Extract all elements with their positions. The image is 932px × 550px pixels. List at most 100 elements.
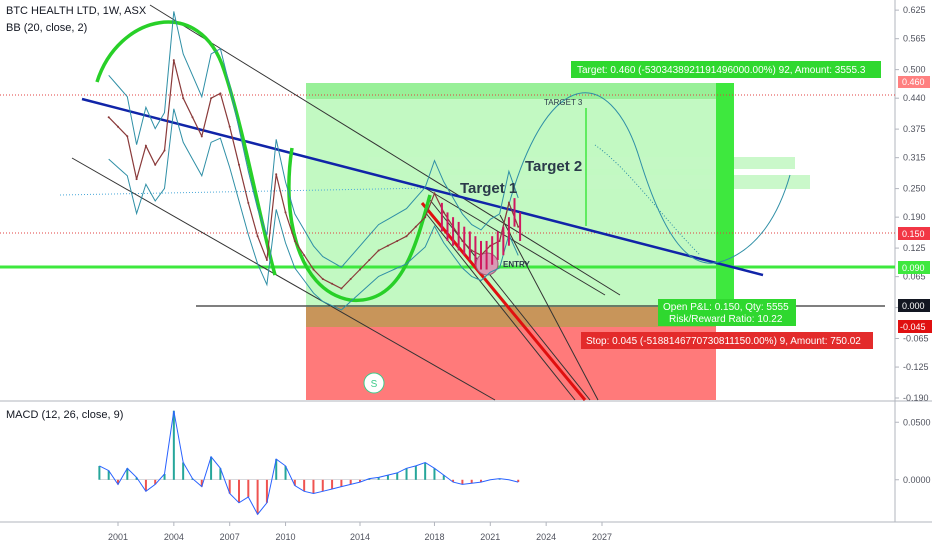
time-tick-label: 2021 <box>480 532 500 542</box>
price-point <box>414 225 417 228</box>
price-point <box>163 149 166 152</box>
price-point <box>405 235 408 238</box>
s-marker-label: S <box>371 379 378 390</box>
target-price-tag <box>898 76 930 88</box>
bb-upper <box>108 11 519 268</box>
price-point <box>284 211 287 214</box>
pink-bars <box>440 198 522 270</box>
annotation-target3[interactable]: TARGET 3 <box>544 98 583 107</box>
target-box-text: Target: 0.460 (-5303438921191496000.00%)… <box>577 65 866 76</box>
price-point <box>517 225 520 228</box>
red-downtrend[interactable] <box>420 202 587 401</box>
price-point <box>312 268 315 271</box>
price-point <box>191 116 194 119</box>
price-point <box>117 125 119 128</box>
time-tick-label: 2007 <box>220 532 240 542</box>
down-channel-c <box>499 214 599 401</box>
stop-box-text: Stop: 0.045 (-5188146770730811150.00%) 9… <box>586 336 861 347</box>
price-point <box>247 201 250 204</box>
price-tick-label: -0.190 <box>903 393 929 403</box>
projection-wave <box>499 92 791 264</box>
target-price-tag-text: 0.460 <box>902 77 925 87</box>
price-point <box>107 116 110 119</box>
macd-header[interactable]: MACD (12, 26, close, 9) <box>6 409 124 421</box>
price-point <box>396 240 399 242</box>
cup-arc-left <box>95 20 277 276</box>
annotation-entry[interactable]: ENTRY <box>503 260 530 269</box>
price-point <box>144 144 147 147</box>
open-pl-box[interactable] <box>658 299 796 326</box>
price-tick-label: -0.065 <box>903 334 929 344</box>
price-tick-label: 0.625 <box>903 5 926 15</box>
bb-lower <box>108 108 519 311</box>
annotation-target1[interactable]: Target 1 <box>460 180 517 197</box>
price-tick-label: 0.125 <box>903 243 926 253</box>
price-point <box>461 240 464 242</box>
macd-axis-ticks: 0.0500 0.0000 <box>895 417 931 485</box>
chart-header-symbol[interactable]: BTC HEALTH LTD, 1W, ASX <box>6 5 147 17</box>
price-tick-label: 0.065 <box>903 272 926 282</box>
price-point <box>219 92 222 95</box>
price-point <box>424 216 427 219</box>
price-point <box>265 259 268 261</box>
down-channel-a <box>429 199 591 401</box>
time-tick-label: 2014 <box>350 532 370 542</box>
price-tick-label: -0.125 <box>903 362 929 372</box>
stop-band <box>306 307 716 327</box>
price-point <box>210 97 213 100</box>
price-point <box>182 97 185 100</box>
down-channel-b <box>424 211 576 401</box>
price-point <box>368 259 371 261</box>
target-box[interactable] <box>571 61 881 78</box>
zero-price-tag <box>898 299 930 312</box>
price-point <box>442 211 445 214</box>
zero-price-tag-text: 0.000 <box>902 301 925 311</box>
price-tick-label: 0.375 <box>903 124 926 134</box>
price-point <box>200 135 203 138</box>
price-point <box>275 173 278 176</box>
macd-line-path[interactable] <box>99 410 519 516</box>
price-point <box>498 240 501 242</box>
time-tick-label: 2027 <box>592 532 612 542</box>
macd-series[interactable] <box>98 410 520 516</box>
time-tick-label: 2024 <box>536 532 556 542</box>
price-point <box>228 125 231 128</box>
price-point <box>349 278 352 280</box>
support-price-tag-text: 0.090 <box>902 263 925 273</box>
last-price-tag <box>898 227 930 240</box>
profit-highlight-bar <box>716 83 734 307</box>
price-point <box>321 278 324 280</box>
price-point <box>359 268 361 271</box>
stop-box[interactable] <box>581 332 873 349</box>
channel-lower <box>71 157 496 401</box>
stop-price-tag-text: -0.045 <box>900 322 926 332</box>
price-point <box>433 192 436 195</box>
price-tick-label: 0.440 <box>903 93 926 103</box>
time-tick-label: 2010 <box>276 532 296 542</box>
target2-band <box>368 157 795 169</box>
time-axis-ticks: 2001 2004 2007 2010 2014 2018 2021 2024 2027 <box>108 522 612 542</box>
macd-tick-label: 0.0500 <box>903 417 931 427</box>
price-point <box>303 254 306 257</box>
price-point <box>126 135 129 138</box>
time-tick-label: 2018 <box>424 532 444 542</box>
s-marker-circle[interactable] <box>363 372 385 394</box>
blue-trendline[interactable] <box>81 97 764 277</box>
price-point <box>470 249 473 252</box>
profit-zone[interactable] <box>306 83 716 307</box>
price-point <box>135 178 138 181</box>
price-point <box>331 282 334 285</box>
stop-price-tag <box>898 320 932 333</box>
time-tick-label: 2004 <box>164 532 184 542</box>
price-tick-label: 0.190 <box>903 212 926 222</box>
last-price-tag-text: 0.150 <box>902 229 925 239</box>
price-axis-ticks: 0.625 0.565 0.500 0.440 0.375 0.315 0.250 0.190… <box>895 5 929 403</box>
price-tick-label: 0.565 <box>903 34 926 44</box>
chart-header-bb[interactable]: BB (20, close, 2) <box>6 22 88 34</box>
open-pl-text: Open P&L: 0.150, Qty: 5555 <box>663 302 789 313</box>
annotation-target2[interactable]: Target 2 <box>525 158 582 175</box>
price-point <box>293 240 296 242</box>
price-point <box>386 244 389 247</box>
projection-dotted <box>594 144 701 256</box>
